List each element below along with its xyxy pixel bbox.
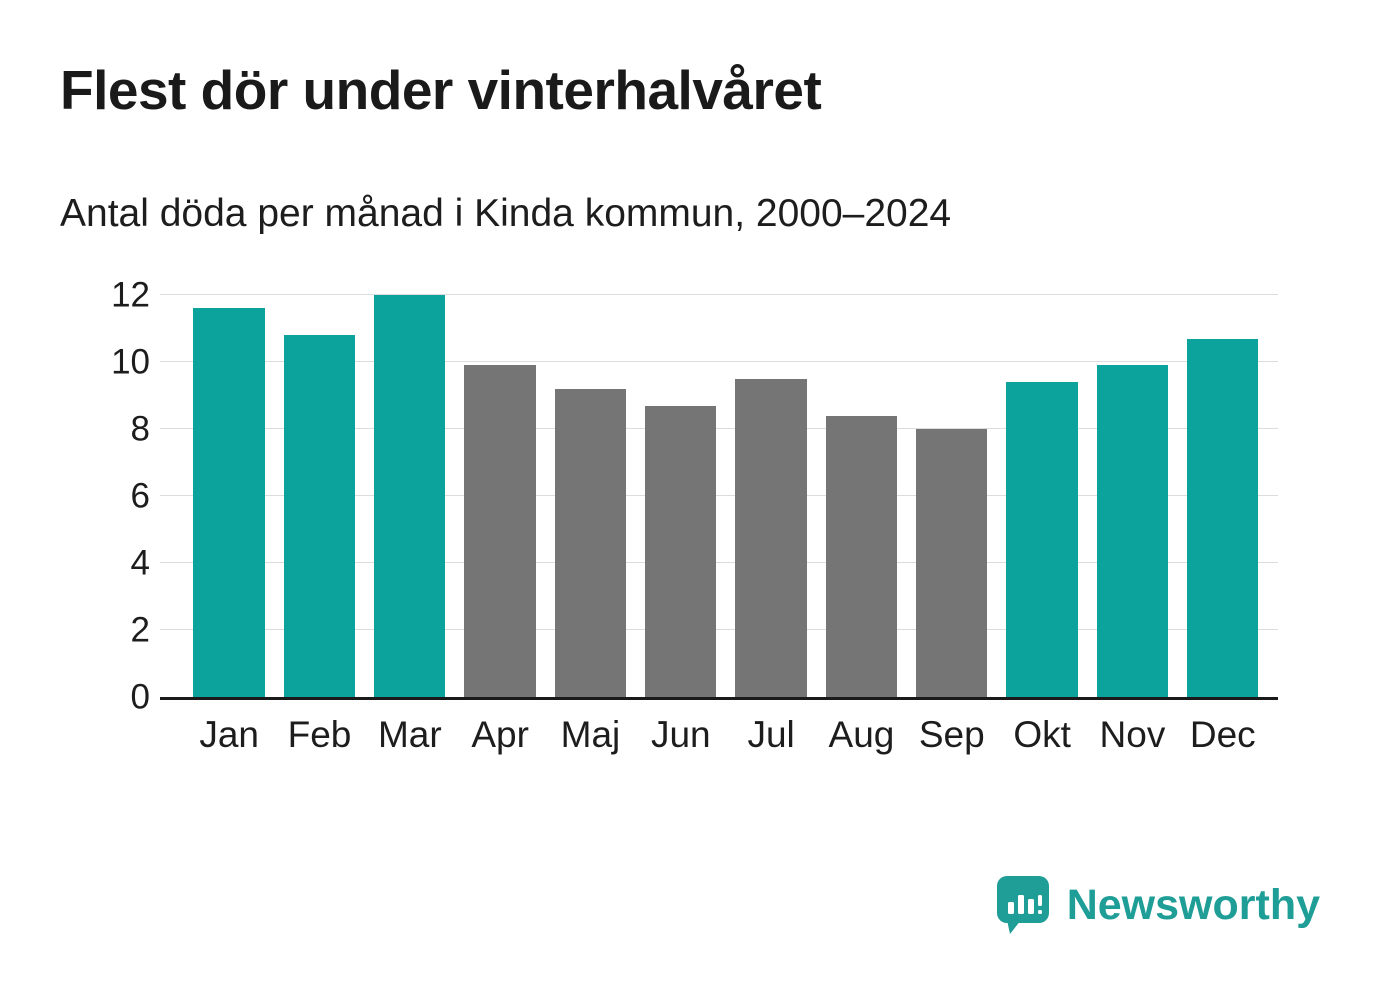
bar-chart-speech-bubble-icon (996, 876, 1049, 934)
bar-cell (184, 295, 274, 697)
x-tick-label: Jun (650, 714, 711, 755)
bar-feb (283, 335, 356, 697)
x-tick-label: Nov (1099, 714, 1166, 755)
bar-jan (193, 308, 265, 697)
bar-chart (160, 294, 1278, 700)
bars-container (160, 295, 1278, 697)
bar-cell (455, 295, 545, 697)
y-tick-label: 6 (130, 476, 150, 516)
bar-sep (916, 429, 988, 697)
bar-nov (1096, 365, 1169, 697)
brand-footer: Newsworthy (996, 876, 1320, 934)
y-tick-label: 2 (130, 610, 150, 650)
bar-cell (726, 295, 816, 697)
y-axis: 0 2 4 6 8 10 12 (40, 278, 150, 715)
y-tick-label: 12 (111, 275, 150, 315)
bar-cell (1178, 295, 1268, 697)
bar-cell (816, 295, 906, 697)
bar-cell (1087, 295, 1177, 697)
y-tick-label: 0 (130, 677, 150, 717)
gridline (160, 562, 1278, 564)
y-tick-label: 4 (130, 543, 150, 583)
chart-title: Flest dör under vinterhalvåret (60, 59, 822, 121)
x-tick-label: Jan (199, 714, 259, 755)
bar-cell (907, 295, 997, 697)
gridline (160, 294, 1278, 295)
gridline (160, 361, 1278, 362)
bar-cell (636, 295, 726, 697)
bar-aug (825, 415, 898, 697)
bar-maj (554, 388, 627, 697)
x-tick-label: Aug (828, 714, 895, 755)
gridline (160, 495, 1278, 496)
bar-cell (997, 295, 1087, 697)
bar-jul (735, 378, 807, 697)
x-tick-label: Apr (471, 714, 529, 755)
gridline (160, 428, 1278, 430)
bar-cell (365, 295, 455, 697)
bar-jun (645, 405, 717, 697)
x-axis: Jan Feb Mar Apr Maj Jun Jul Aug Sep Okt Nov Dec (160, 716, 1278, 753)
bar-apr (464, 365, 536, 697)
chart-subtitle: Antal döda per månad i Kinda kommun, 200… (60, 192, 952, 235)
x-tick-label: Jul (747, 714, 795, 755)
y-tick-label: 8 (130, 409, 150, 449)
x-tick-label: Okt (1013, 714, 1071, 755)
bar-mar (374, 295, 446, 697)
x-tick-label: Mar (377, 714, 442, 755)
bar-cell (274, 295, 364, 697)
bar-dec (1187, 338, 1259, 697)
x-tick-label: Sep (918, 714, 985, 755)
brand-name: Newsworthy (1066, 880, 1320, 929)
x-tick-label: Maj (560, 714, 621, 755)
y-tick-label: 10 (111, 342, 150, 382)
bar-okt (1006, 382, 1078, 697)
gridline (160, 629, 1278, 631)
x-tick-label: Feb (287, 714, 352, 755)
bar-cell (545, 295, 635, 697)
x-tick-label: Dec (1189, 714, 1256, 755)
